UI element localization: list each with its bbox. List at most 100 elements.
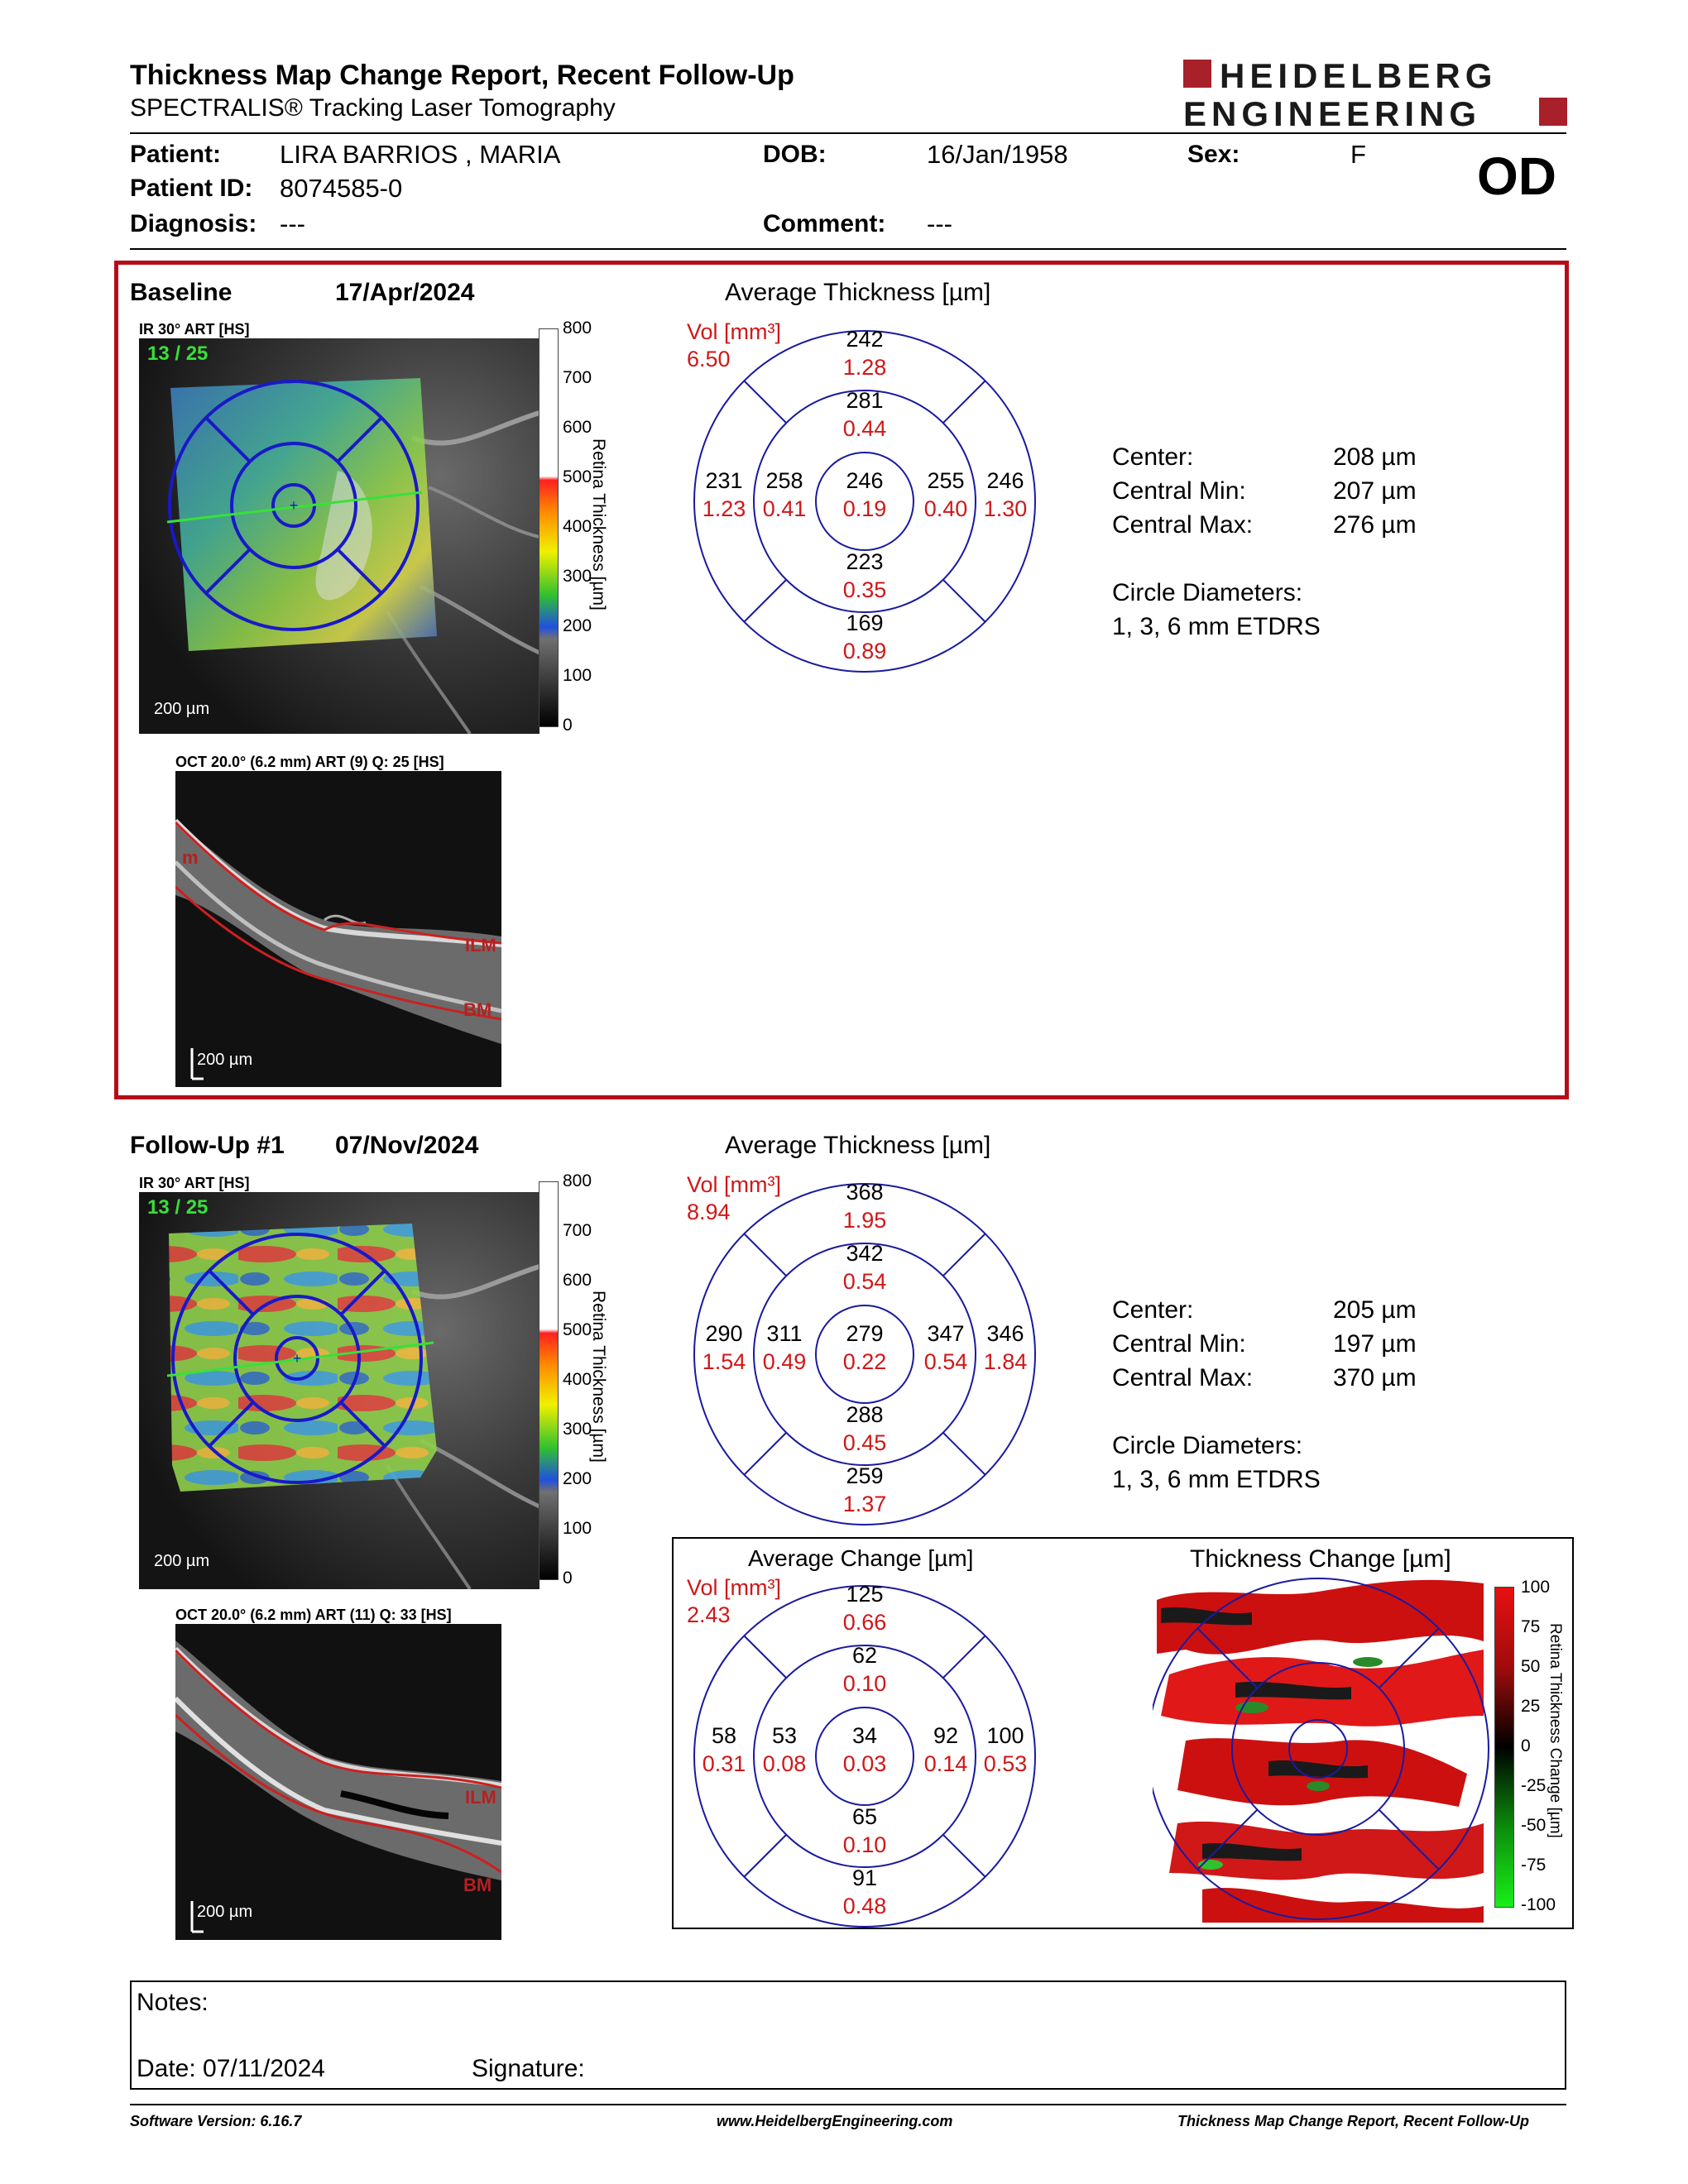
baseline-fundus-image: +: [139, 338, 539, 734]
baseline-outer-sup-volume: 1.28: [842, 355, 887, 380]
thickness-change-map: [1147, 1575, 1492, 1927]
baseline-scale-tick: 500: [563, 467, 592, 486]
comment-label: Comment:: [763, 210, 886, 237]
heidelberg-logo: HEIDELBERG ENGINEERING: [1183, 56, 1569, 133]
followup-ir-label: IR 30° ART [HS]: [139, 1175, 250, 1191]
change-inner-temp-thickness: 53: [771, 1723, 798, 1748]
footer-report-name: Thickness Map Change Report, Recent Foll…: [1177, 2113, 1530, 2129]
baseline-outer-inf-volume: 0.89: [842, 639, 887, 663]
baseline-scale-tick: 400: [563, 517, 592, 536]
baseline-inner-inf-volume: 0.35: [842, 577, 887, 602]
followup-oct-label: OCT 20.0° (6.2 mm) ART (11) Q: 33 [HS]: [175, 1607, 452, 1623]
followup-date: 07/Nov/2024: [335, 1132, 479, 1159]
followup-outer-nas-thickness: 346: [986, 1321, 1024, 1346]
followup-inner-nas-volume: 0.54: [923, 1349, 968, 1374]
followup-inner-temp-thickness: 311: [766, 1321, 803, 1346]
followup-outer-sup-thickness: 368: [846, 1180, 884, 1205]
followup-thickness-colorbar: [539, 1181, 559, 1580]
followup-inner-inf-thickness: 288: [846, 1402, 884, 1427]
followup-outer-temp-thickness: 290: [705, 1321, 743, 1346]
change-inner-temp-volume: 0.08: [762, 1751, 807, 1776]
followup-scale-tick: 500: [563, 1320, 592, 1339]
baseline-fundus-scale: 200 µm: [154, 700, 210, 718]
baseline-inner-temp-thickness: 258: [765, 468, 803, 493]
followup-circle-diameters-value: 1, 3, 6 mm ETDRS: [1112, 1466, 1321, 1493]
baseline-central-min-value: 207 µm: [1333, 477, 1417, 505]
baseline-inner-temp-volume: 0.41: [762, 496, 807, 521]
change-scale-tick: -100: [1521, 1895, 1556, 1914]
signature-label: Signature:: [472, 2055, 585, 2082]
change-scale-tick: -25: [1521, 1776, 1547, 1795]
followup-scale-tick: 700: [563, 1221, 592, 1240]
baseline-outer-nas-volume: 1.30: [983, 496, 1028, 521]
baseline-ir-label: IR 30° ART [HS]: [139, 321, 250, 338]
thickness-change-title: Thickness Change [µm]: [1190, 1545, 1451, 1573]
patient-label: Patient:: [130, 141, 222, 168]
change-inner-inf-volume: 0.10: [842, 1832, 887, 1857]
followup-vol-total: 8.94: [687, 1200, 731, 1224]
baseline-central-max-label: Central Max:: [1112, 511, 1254, 539]
baseline-oct-bm-label: BM: [463, 999, 492, 1020]
patient-id: 8074585-0: [280, 174, 403, 203]
change-inner-nas-volume: 0.14: [923, 1751, 968, 1776]
followup-scale-tick: 400: [563, 1370, 592, 1389]
svg-text:HEIDELBERG: HEIDELBERG: [1220, 58, 1497, 95]
baseline-inner-nas-thickness: 255: [927, 468, 965, 493]
baseline-inner-nas-volume: 0.40: [923, 496, 968, 521]
followup-scale-tick: 800: [563, 1171, 592, 1190]
patient-name: LIRA BARRIOS , MARIA: [280, 140, 561, 169]
followup-vol-label: Vol [mm³]: [687, 1172, 782, 1197]
followup-central-min-value: 197 µm: [1333, 1330, 1417, 1358]
baseline-inner-inf-thickness: 223: [846, 549, 884, 574]
patient-id-label: Patient ID:: [130, 175, 253, 202]
followup-outer-sup-volume: 1.95: [842, 1208, 887, 1233]
followup-fundus-scale: 200 µm: [154, 1552, 210, 1570]
change-inner-sup-volume: 0.10: [842, 1671, 887, 1696]
change-outer-nas-thickness: 100: [986, 1723, 1024, 1748]
footer-website-link[interactable]: www.HeidelbergEngineering.com: [717, 2113, 953, 2129]
baseline-outer-inf-thickness: 169: [846, 611, 884, 635]
change-scale-tick: -75: [1521, 1856, 1547, 1875]
followup-label: Follow-Up #1: [130, 1132, 285, 1159]
change-outer-sup-volume: 0.66: [842, 1610, 887, 1635]
change-center-volume: 0.03: [842, 1751, 887, 1776]
followup-scale-title: Retina Thickness [µm]: [589, 1291, 608, 1463]
baseline-oct-ilm-label: ILM: [465, 935, 496, 956]
followup-center-value: 205 µm: [1333, 1296, 1417, 1324]
followup-avg-thickness-title: Average Thickness [µm]: [725, 1132, 991, 1159]
baseline-scale-title: Retina Thickness [µm]: [589, 438, 608, 611]
followup-oct-ilm-label: ILM: [465, 1787, 496, 1808]
sex-label: Sex:: [1187, 141, 1240, 168]
followup-central-max-label: Central Max:: [1112, 1364, 1254, 1391]
notes-box[interactable]: [130, 1980, 1566, 2090]
change-outer-nas-volume: 0.53: [983, 1751, 1028, 1776]
baseline-circle-diameters-value: 1, 3, 6 mm ETDRS: [1112, 613, 1321, 640]
baseline-central-min-label: Central Min:: [1112, 477, 1246, 505]
change-scale-tick: 0: [1521, 1736, 1531, 1755]
sex-value: F: [1350, 140, 1366, 169]
baseline-center-label: Center:: [1112, 443, 1194, 471]
change-scale-tick: 25: [1521, 1697, 1541, 1716]
baseline-label: Baseline: [130, 279, 233, 306]
followup-outer-inf-thickness: 259: [846, 1463, 884, 1488]
baseline-frame-counter: 13 / 25: [147, 342, 209, 365]
followup-scale-tick: 0: [563, 1569, 573, 1588]
followup-scale-tick: 100: [563, 1519, 592, 1538]
change-scale-tick: 50: [1521, 1657, 1541, 1676]
followup-inner-sup-thickness: 342: [846, 1241, 884, 1266]
change-vol-total: 2.43: [687, 1602, 731, 1627]
baseline-center-volume: 0.19: [842, 496, 887, 521]
followup-center-volume: 0.22: [842, 1349, 887, 1374]
followup-inner-temp-volume: 0.49: [762, 1349, 807, 1374]
followup-oct-scan: [175, 1624, 501, 1940]
followup-outer-temp-volume: 1.54: [702, 1349, 746, 1374]
baseline-scale-tick: 100: [563, 666, 592, 685]
followup-center-thickness: 279: [846, 1321, 884, 1346]
followup-etdrs-grid: [691, 1181, 1038, 1532]
svg-text:+: +: [290, 497, 299, 514]
dob-label: DOB:: [763, 141, 827, 168]
thickness-change-colorbar: [1494, 1587, 1514, 1908]
change-section-frame: [672, 1537, 1574, 1929]
change-outer-sup-thickness: 125: [846, 1582, 884, 1607]
baseline-oct-layer-m: m: [182, 847, 199, 868]
